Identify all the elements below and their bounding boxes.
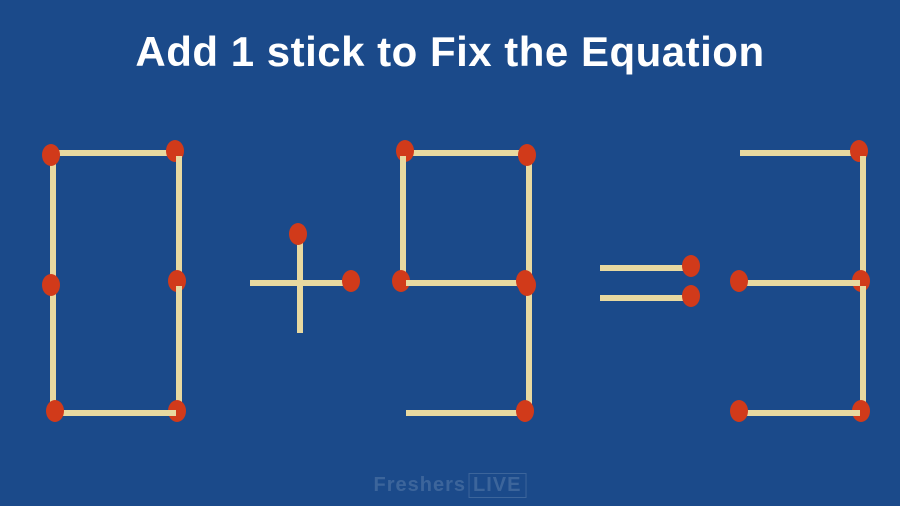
watermark-text: Freshers	[374, 474, 467, 496]
eq-top-stick	[600, 265, 690, 271]
match-head	[42, 274, 60, 296]
d1-tl-stick	[400, 156, 406, 280]
d1-tr-stick	[526, 156, 532, 280]
d2-tr-stick	[860, 156, 866, 280]
d1-br-stick	[526, 286, 532, 410]
watermark-box: LIVE	[468, 473, 526, 498]
puzzle-title: Add 1 stick to Fix the Equation	[0, 28, 900, 76]
d2-bottom-stick	[740, 410, 860, 416]
d1-bottom-stick	[406, 410, 526, 416]
match-head	[516, 400, 534, 422]
d0-bottom-stick	[56, 410, 176, 416]
d0-tr-stick	[176, 156, 182, 280]
plus-v-stick	[297, 233, 303, 333]
match-head	[730, 400, 748, 422]
match-head	[46, 400, 64, 422]
match-head	[518, 274, 536, 296]
d0-br-stick	[176, 286, 182, 410]
match-head	[289, 223, 307, 245]
d0-tl-stick	[50, 156, 56, 280]
d0-bl-stick	[50, 286, 56, 410]
d0-top-stick	[56, 150, 176, 156]
d1-top-stick	[406, 150, 526, 156]
watermark: FreshersLIVE	[374, 473, 527, 498]
d2-top-stick	[740, 150, 860, 156]
match-head	[682, 255, 700, 277]
eq-bot-stick	[600, 295, 690, 301]
match-head	[42, 144, 60, 166]
matchstick-stage	[0, 130, 900, 470]
d2-mid-stick	[740, 280, 860, 286]
d1-mid-stick	[406, 280, 526, 286]
match-head	[682, 285, 700, 307]
match-head	[730, 270, 748, 292]
d2-br-stick	[860, 286, 866, 410]
match-head	[342, 270, 360, 292]
match-head	[518, 144, 536, 166]
